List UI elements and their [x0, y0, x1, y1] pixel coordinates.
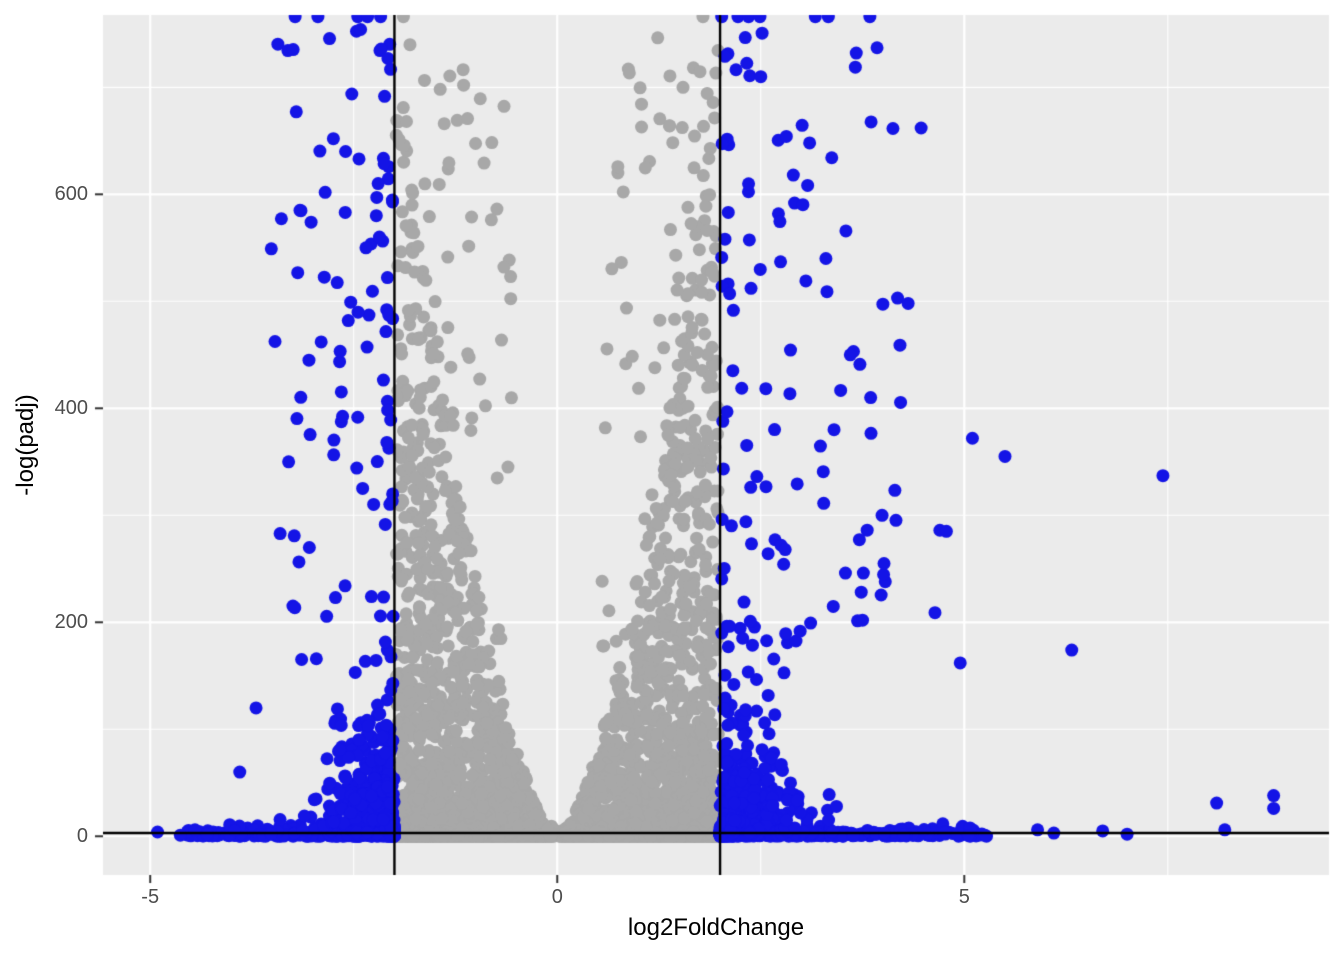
x-tick-label: 5 — [958, 886, 970, 908]
y-tick-label: 0 — [76, 825, 88, 848]
x-tick-label: -5 — [141, 886, 160, 908]
y-tick-label: 600 — [54, 183, 88, 206]
y-tick-label: 400 — [54, 397, 88, 420]
x-tick-label: 0 — [551, 886, 563, 908]
x-axis-title: log2FoldChange — [627, 914, 805, 941]
y-tick-label: 200 — [54, 611, 88, 634]
